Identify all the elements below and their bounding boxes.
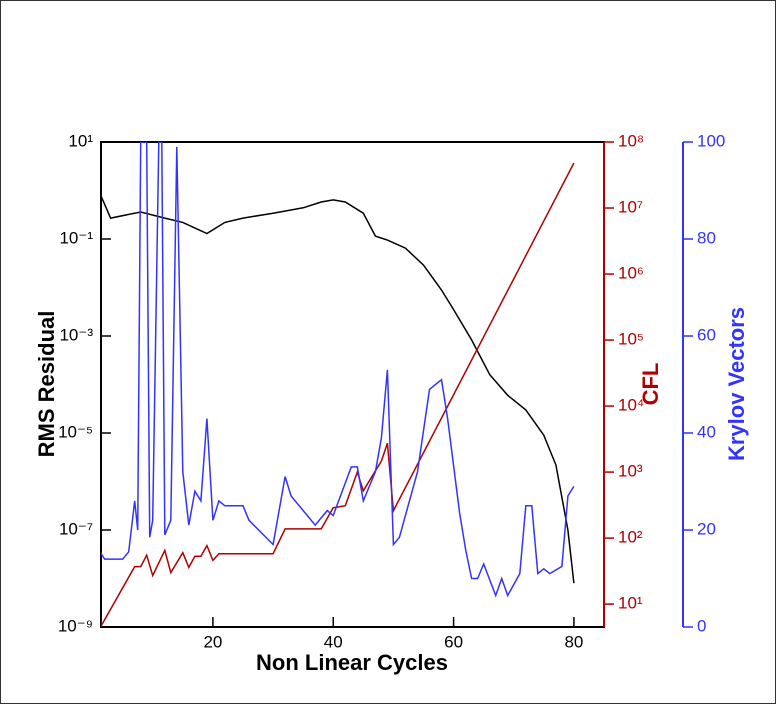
y2-tick-label: 10⁸ [618,131,644,150]
series-line [101,162,575,627]
y2-tick-label: 10³ [618,462,643,481]
y2-tick-label: 10⁵ [618,330,644,349]
y3-tick-label: 0 [697,616,706,635]
y2-tick-label: 10⁴ [618,396,644,415]
y-tick-label: 10⁻⁵ [58,422,93,441]
y2-tick-label: 10¹ [618,594,643,613]
y2-tick-label: 10⁷ [618,197,643,216]
y3-tick-label: 100 [697,131,725,150]
y3-tick-label: 20 [697,519,716,538]
x-tick-label: 60 [444,632,463,651]
y3-axis-label: Krylov Vectors [724,307,749,461]
y2-tick-label: 10⁶ [618,264,644,283]
y-tick-label: 10⁻⁷ [59,519,93,538]
y3-tick-label: 40 [697,422,716,441]
x-tick-label: 20 [203,632,222,651]
series-line [101,142,575,598]
y2-tick-label: 10² [618,528,643,547]
y3-tick-label: 60 [697,325,716,344]
series-line [101,194,575,584]
y3-tick-label: 80 [697,228,716,247]
y-tick-label: 10¹ [68,131,93,150]
y-tick-label: 10⁻⁹ [58,616,93,635]
y-tick-label: 10⁻³ [59,325,93,344]
x-tick-label: 80 [564,632,583,651]
y-tick-label: 10⁻¹ [59,228,93,247]
x-axis-label: Non Linear Cycles [256,650,448,675]
x-tick-label: 40 [324,632,343,651]
y2-axis-label: CFL [638,363,663,406]
y-axis-label: RMS Residual [34,311,59,458]
